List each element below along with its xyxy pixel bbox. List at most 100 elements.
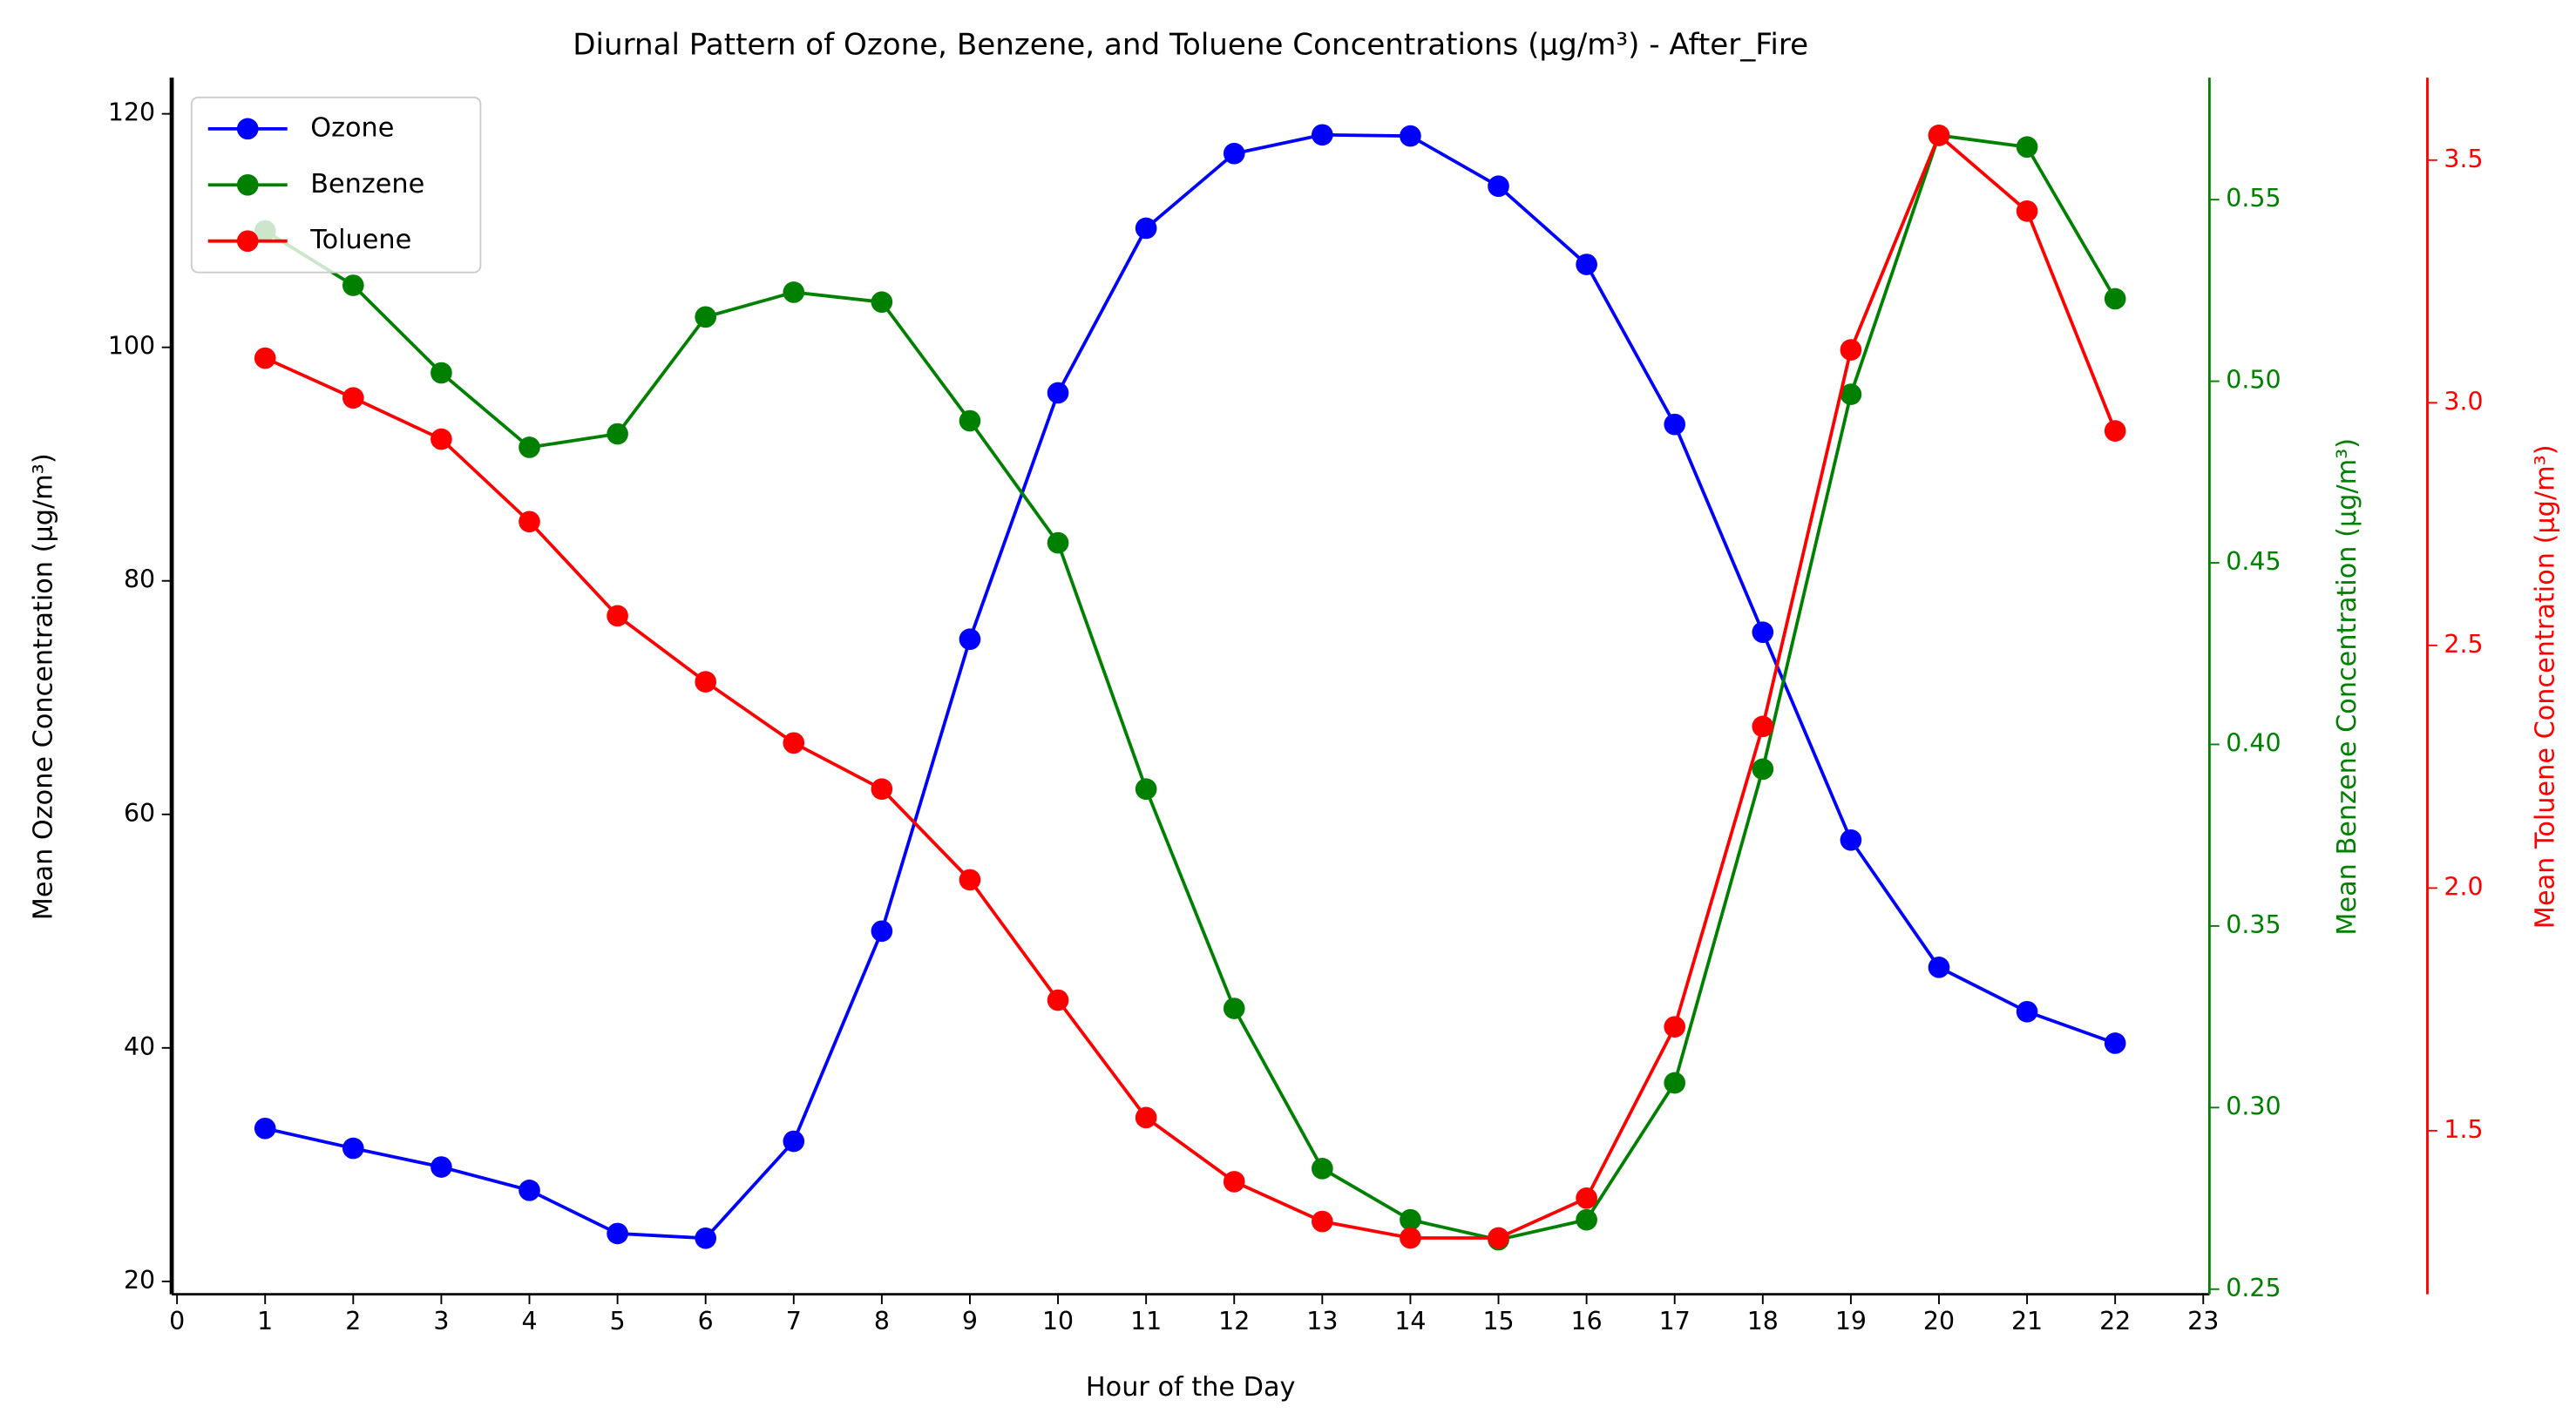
marker [1752, 758, 1774, 781]
marker [1664, 413, 1686, 436]
x-tick-label: 8 [874, 1307, 890, 1336]
marker [783, 1130, 805, 1153]
y-tick-label: 2.0 [2444, 872, 2483, 901]
marker [1664, 1016, 1686, 1038]
x-tick-label: 21 [2011, 1307, 2043, 1336]
marker [1576, 1187, 1597, 1209]
y-tick-label: 0.45 [2226, 547, 2281, 576]
x-tick-label: 18 [1747, 1307, 1779, 1336]
marker [430, 428, 452, 450]
y-tick-label: 3.0 [2444, 387, 2483, 416]
y-tick-label: 60 [124, 799, 155, 828]
marker [2016, 1000, 2038, 1023]
marker [1223, 142, 1245, 165]
marker [342, 1137, 364, 1160]
marker [519, 511, 540, 533]
x-tick-label: 23 [2187, 1307, 2219, 1336]
y-tick-label: 40 [124, 1032, 155, 1061]
marker [1752, 715, 1774, 738]
line [264, 132, 2116, 1241]
x-tick-label: 16 [1571, 1307, 1603, 1336]
x-tick-label: 13 [1306, 1307, 1338, 1336]
series [254, 124, 2126, 1249]
marker [342, 387, 364, 409]
marker [1400, 125, 1421, 147]
x-tick-label: 14 [1394, 1307, 1426, 1336]
y-tick-label: 100 [108, 332, 155, 361]
marker [2016, 136, 2038, 159]
x-tick-label: 19 [1835, 1307, 1867, 1336]
marker [1928, 957, 1950, 978]
y-axis-label: Mean Ozone Concentration (µg/m³) [29, 453, 59, 920]
marker [1576, 1208, 1597, 1231]
marker [871, 920, 893, 943]
x-tick-label: 2 [345, 1307, 361, 1336]
marker [871, 291, 893, 314]
x-tick-label: 7 [786, 1307, 802, 1336]
marker [1135, 778, 1157, 801]
marker [2016, 200, 2038, 222]
series [254, 125, 2126, 1249]
marker [430, 1156, 452, 1178]
marker [871, 778, 893, 801]
line [264, 133, 2117, 1242]
marker [1047, 989, 1069, 1011]
marker [2104, 1032, 2126, 1054]
marker [1312, 1158, 1333, 1180]
marker [607, 605, 628, 627]
y-tick-label: 0.50 [2226, 366, 2281, 395]
legend-marker [236, 118, 259, 140]
marker [1840, 383, 1862, 405]
marker [607, 1222, 628, 1245]
marker [1223, 1171, 1245, 1193]
x-tick-label: 15 [1482, 1307, 1514, 1336]
y3-axis-label: Mean Toluene Concentration (µg/m³) [2530, 444, 2560, 929]
x-tick-label: 9 [962, 1307, 978, 1336]
y-tick-label: 0.30 [2226, 1092, 2281, 1120]
marker [695, 671, 717, 693]
y-tick-label: 120 [108, 98, 155, 127]
marker [959, 409, 981, 432]
x-tick-label: 0 [169, 1307, 185, 1336]
marker [695, 306, 717, 328]
line [264, 132, 2117, 1240]
marker [1135, 1106, 1157, 1129]
marker [1312, 124, 1333, 146]
marker [1400, 1208, 1421, 1231]
marker [783, 281, 805, 303]
y-tick-label: 0.55 [2226, 184, 2281, 213]
x-tick-label: 4 [521, 1307, 537, 1336]
y-tick-label: 80 [124, 565, 155, 594]
legend-marker [236, 173, 259, 196]
x-tick-label: 20 [1923, 1307, 1955, 1336]
marker [959, 869, 981, 891]
marker [519, 1180, 540, 1201]
marker [1840, 339, 1862, 361]
x-tick-label: 6 [698, 1307, 714, 1336]
marker [1752, 621, 1774, 644]
y-tick-label: 20 [124, 1266, 155, 1295]
y2-axis-label: Mean Benzene Concentration (µg/m³) [2332, 438, 2362, 936]
marker [695, 1227, 717, 1249]
x-tick-label: 3 [433, 1307, 449, 1336]
marker [1400, 1227, 1421, 1249]
marker [1135, 217, 1157, 240]
x-tick-label: 10 [1042, 1307, 1074, 1336]
x-tick-label: 1 [257, 1307, 273, 1336]
legend-label: Benzene [310, 169, 424, 200]
marker [1488, 1227, 1509, 1249]
x-tick-label: 12 [1218, 1307, 1250, 1336]
marker [1047, 382, 1069, 404]
x-axis-label: Hour of the Day [1086, 1372, 1296, 1403]
marker [254, 1117, 276, 1140]
series [254, 125, 2126, 1251]
marker [607, 423, 628, 445]
legend-label: Toluene [309, 225, 411, 255]
marker [1488, 175, 1509, 198]
x-tick-label: 5 [610, 1307, 626, 1336]
y-tick-label: 1.5 [2444, 1115, 2483, 1144]
marker [1928, 125, 1950, 146]
legend-label: Ozone [310, 112, 394, 143]
